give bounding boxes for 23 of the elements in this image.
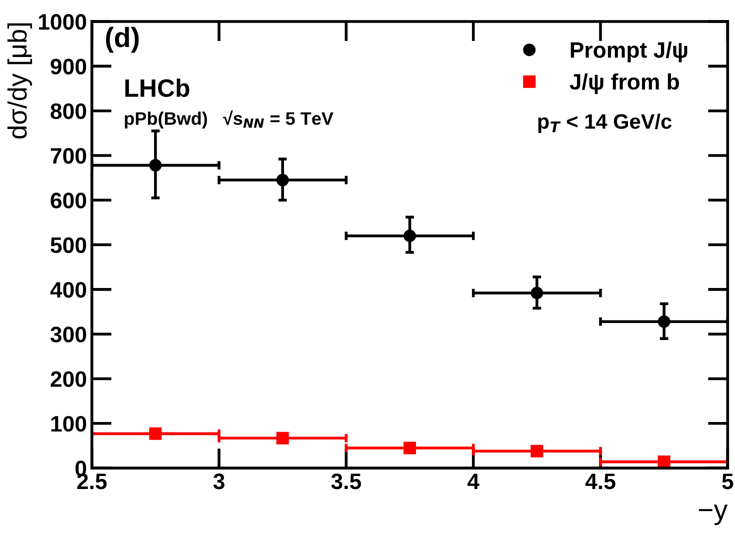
x-axis-title: −y	[698, 504, 728, 526]
legend-label: J/ψ from b	[570, 73, 680, 94]
annotation: LHCb	[125, 78, 190, 97]
y-tick-label: 300	[50, 326, 86, 342]
y-tick-label: 200	[50, 371, 86, 388]
y-tick-label: 1000	[38, 14, 86, 30]
x-tick-label: 3.5	[331, 474, 362, 490]
x-tick-label: 5	[722, 474, 734, 490]
y-tick-label: 600	[50, 192, 86, 208]
y-tick-label: 100	[51, 416, 86, 432]
annotation: pPb(Bwd) √s$_{NN}$ = 5 TeV	[124, 110, 334, 128]
x-tick-label: 3	[213, 474, 224, 490]
y-axis-title: dσ/dy [μb]	[7, 23, 32, 138]
y-tick-label: 500	[50, 237, 86, 254]
x-tick-label: 4	[468, 474, 480, 490]
annotation: (d)	[106, 26, 139, 53]
y-tick-label: 400	[50, 282, 86, 298]
y-tick-label: 800	[50, 103, 86, 120]
x-tick-label: 4.5	[585, 474, 616, 490]
y-tick-label: 900	[50, 58, 86, 74]
annotation: p$_{T}$ < 14 GeV/c	[538, 114, 672, 133]
y-tick-label: 700	[50, 148, 86, 164]
legend-label: Prompt J/ψ	[570, 42, 688, 62]
